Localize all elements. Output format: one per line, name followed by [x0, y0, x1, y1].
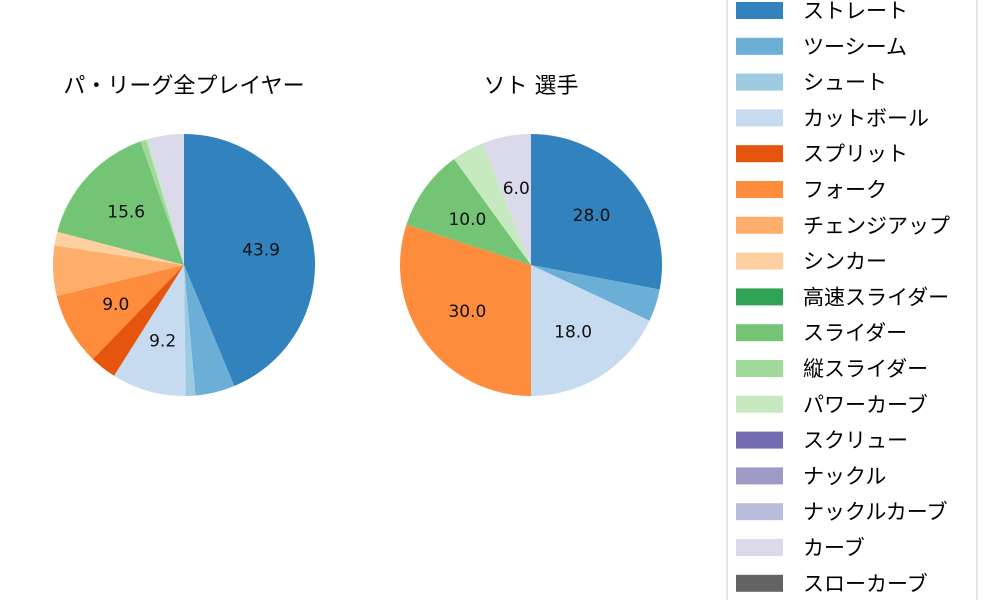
legend-label: チェンジアップ	[803, 214, 950, 238]
legend-swatch	[736, 324, 783, 342]
legend-swatch	[736, 395, 783, 413]
pie-slice-16	[482, 134, 531, 265]
pie-slice-12	[146, 138, 184, 265]
slice-value-label: 9.2	[149, 332, 176, 352]
legend-label: フォーク	[803, 178, 887, 202]
legend-swatch	[736, 252, 783, 270]
legend-label: ナックルカーブ	[803, 500, 947, 524]
legend-label: 縦スライダー	[803, 357, 928, 381]
league-chart-title: パ・リーグ全プレイヤー	[63, 74, 304, 99]
pie-slice-1	[531, 134, 662, 290]
player-chart-title: ソト 選手	[484, 74, 579, 99]
legend-label: スクリュー	[803, 429, 908, 453]
legend-swatch	[736, 503, 783, 521]
legend-swatch	[736, 467, 783, 485]
slice-value-label: 28.0	[573, 206, 611, 226]
pie-slice-11	[140, 139, 184, 265]
pie-slice-4	[114, 265, 186, 396]
legend-swatch	[736, 73, 783, 91]
pie-slice-2	[184, 265, 235, 396]
legend-label: ストレート	[803, 0, 908, 23]
legend-label: パワーカーブ	[803, 393, 928, 417]
slice-value-label: 18.0	[554, 322, 592, 342]
slice-value-label: 9.0	[102, 295, 129, 315]
pie-slice-12	[454, 143, 531, 265]
legend-label: スローカーブ	[803, 572, 928, 596]
legend-label: シュート	[803, 71, 887, 95]
league-pie-chart: パ・リーグ全プレイヤー 43.9 9.2 9.0 15.6	[52, 74, 316, 396]
legend-swatch	[736, 288, 783, 306]
slice-value-label: 6.0	[503, 179, 530, 199]
legend-label: カットボール	[803, 106, 929, 130]
slice-value-label: 43.9	[242, 241, 280, 261]
legend-label: スライダー	[803, 321, 907, 345]
legend-swatch	[736, 360, 783, 377]
legend-swatch	[736, 216, 783, 234]
legend-label: ナックル	[803, 464, 886, 488]
pie-slice-10	[57, 141, 184, 265]
pie-slice-7	[52, 245, 184, 296]
pie-slice-5	[92, 265, 184, 376]
slice-value-label: 15.6	[107, 203, 145, 223]
legend-label: ツーシーム	[803, 35, 907, 59]
legend-swatch	[736, 109, 783, 127]
pie-slice-3	[184, 265, 196, 396]
pie-slice-4	[531, 265, 650, 396]
legend-label: カーブ	[803, 536, 865, 560]
pie-slice-2	[531, 265, 660, 321]
legend-swatch	[736, 539, 783, 556]
pie-slice-16	[148, 134, 184, 265]
pie-slice-6	[56, 265, 184, 360]
legend-label: スプリット	[803, 142, 908, 166]
legend-swatch	[736, 145, 783, 163]
pie-slice-1	[184, 134, 316, 386]
slice-value-label: 30.0	[448, 302, 486, 322]
legend-swatch	[736, 431, 783, 449]
pie-slice-8	[54, 231, 184, 265]
legend-swatch	[736, 574, 783, 592]
legend-swatch	[736, 181, 783, 198]
legend-swatch	[736, 2, 783, 19]
legend-label: シンカー	[803, 250, 887, 274]
slice-value-label: 10.0	[448, 210, 486, 230]
pie-slice-10	[406, 159, 531, 265]
legend-swatch	[736, 37, 783, 55]
pie-slice-6	[399, 224, 531, 396]
player-pie-chart: ソト 選手 28.0 18.0 30.0 10.0 6.0	[399, 74, 662, 396]
legend-label: 高速スライダー	[803, 285, 949, 309]
legend: ストレートツーシームシュートカットボールスプリットフォークチェンジアップシンカー…	[726, 0, 978, 600]
